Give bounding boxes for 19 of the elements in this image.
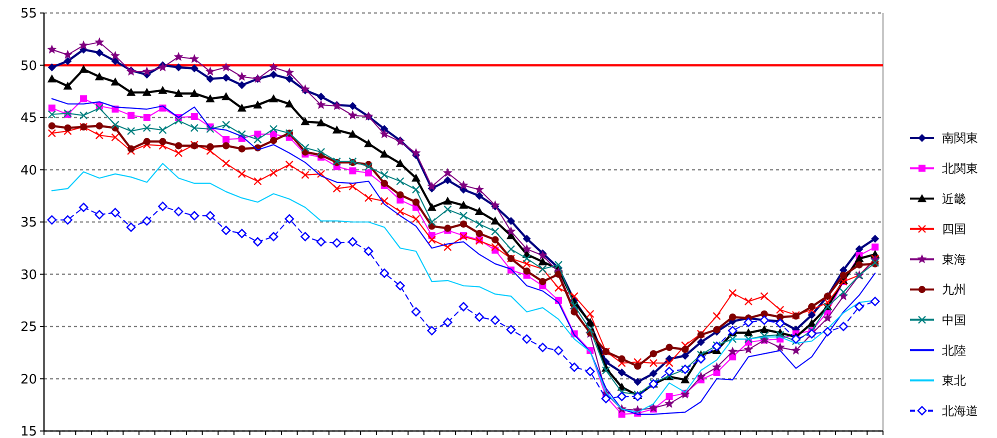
legend-label: 近畿 xyxy=(942,192,966,206)
legend-label: 四国 xyxy=(942,222,966,236)
y-tick-label: 20 xyxy=(20,372,37,388)
legend-label: 北関東 xyxy=(942,162,978,176)
legend-label: 東北 xyxy=(942,374,966,388)
legend-label: 北陸 xyxy=(942,343,966,358)
legend-label: 東海 xyxy=(942,252,966,266)
y-tick-label: 30 xyxy=(20,268,37,283)
legend-label: 中国 xyxy=(942,313,966,327)
legend-label: 南関東 xyxy=(942,131,978,146)
y-tick-label: 40 xyxy=(20,163,37,178)
legend-label: 北海道 xyxy=(942,404,978,418)
y-tick-label: 55 xyxy=(20,6,37,22)
legend-label: 九州 xyxy=(942,282,966,297)
y-tick-label: 25 xyxy=(20,320,37,336)
y-tick-label: 15 xyxy=(20,424,37,438)
y-tick-label: 50 xyxy=(20,58,37,74)
y-tick-label: 45 xyxy=(20,111,37,126)
y-tick-label: 35 xyxy=(20,216,37,231)
